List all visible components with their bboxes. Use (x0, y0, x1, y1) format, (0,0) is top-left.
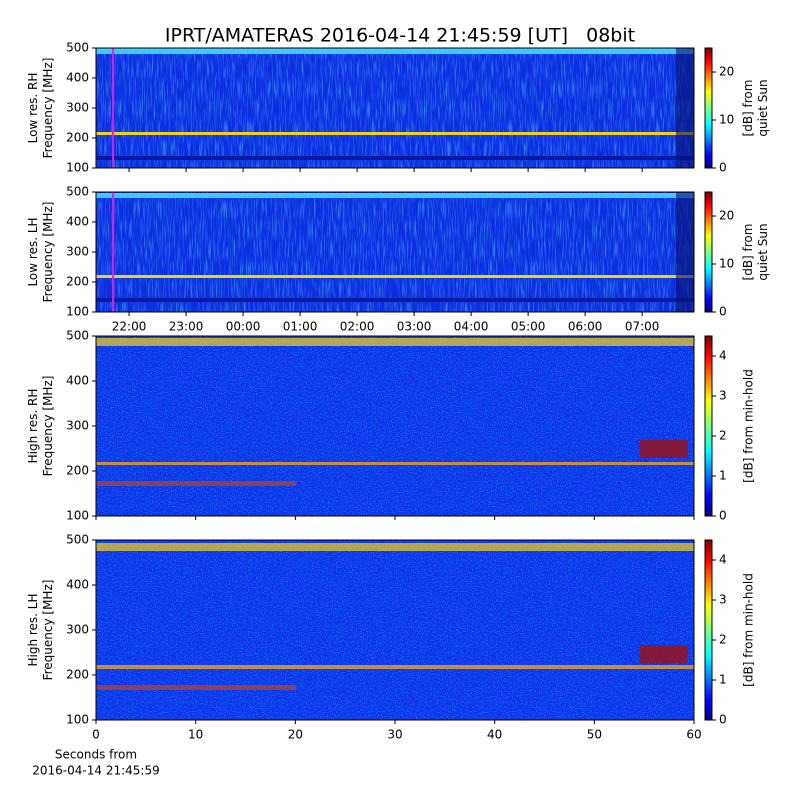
x-tick-label: 22:00 (112, 320, 147, 334)
y-tick-label: 300 (66, 245, 89, 259)
y-tick-label: 100 (66, 161, 89, 175)
colorbar-tick-label: 4 (719, 553, 727, 567)
colorbar-tick-label: 20 (719, 209, 734, 223)
colorbar-label: [dB] from min-hold (742, 573, 756, 687)
y-axis-label: High res. RH (26, 389, 40, 464)
colorbar-tick-label: 4 (719, 349, 727, 363)
colorbar-tick-label: 3 (719, 389, 727, 403)
colorbar-tick-label: 1 (719, 673, 727, 687)
y-tick-label: 200 (66, 464, 89, 478)
colorbar (705, 336, 712, 516)
colorbar-tick-label: 20 (719, 65, 734, 79)
colorbar-tick-label: 3 (719, 593, 727, 607)
y-axis-label: High res. LH (26, 593, 40, 666)
x-axis-label: 2016-04-14 21:45:59 (32, 764, 159, 778)
x-tick-label: 06:00 (568, 320, 603, 334)
figure-title: IPRT/AMATERAS 2016-04-14 21:45:59 [UT] 0… (165, 25, 635, 47)
y-axis-label: Frequency [MHz] (41, 580, 55, 681)
x-tick-label: 23:00 (169, 320, 204, 334)
colorbar (705, 48, 712, 168)
colorbar-label: [dB] from min-hold (742, 369, 756, 483)
x-tick-label: 30 (387, 728, 402, 742)
colorbar-tick-label: 10 (719, 113, 734, 127)
y-tick-label: 500 (66, 329, 89, 343)
x-tick-label: 10 (188, 728, 203, 742)
x-tick-label: 01:00 (283, 320, 318, 334)
colorbar-label: [dB] from (741, 224, 755, 281)
colorbar-tick-label: 0 (719, 509, 727, 523)
colorbar-label: quiet Sun (756, 79, 770, 136)
colorbar-tick-label: 2 (719, 429, 727, 443)
colorbar-tick-label: 0 (719, 305, 727, 319)
colorbar-tick-label: 1 (719, 469, 727, 483)
y-tick-label: 200 (66, 275, 89, 289)
y-tick-label: 100 (66, 305, 89, 319)
y-tick-label: 200 (66, 668, 89, 682)
y-tick-label: 500 (66, 185, 89, 199)
x-tick-label: 07:00 (625, 320, 660, 334)
spectrogram-texture (96, 48, 694, 720)
colorbar-label: quiet Sun (756, 223, 770, 280)
y-tick-label: 100 (66, 509, 89, 523)
y-tick-label: 400 (66, 215, 89, 229)
x-tick-label: 60 (686, 728, 701, 742)
y-tick-label: 100 (66, 713, 89, 727)
y-tick-label: 300 (66, 101, 89, 115)
colorbar-tick-label: 0 (719, 161, 727, 175)
colorbar-frame (704, 47, 713, 169)
x-tick-label: 50 (587, 728, 602, 742)
colorbar (705, 192, 712, 312)
colorbar-tick-label: 0 (719, 713, 727, 727)
colorbar-label: [dB] from (741, 80, 755, 137)
y-axis-label: Low res. RH (26, 73, 40, 144)
y-axis-label: Low res. LH (26, 217, 40, 286)
colorbar-tick-label: 10 (719, 257, 734, 271)
x-tick-label: 0 (92, 728, 100, 742)
y-axis-label: Frequency [MHz] (41, 58, 55, 159)
y-tick-label: 500 (66, 533, 89, 547)
x-tick-label: 04:00 (454, 320, 489, 334)
x-tick-label: 05:00 (511, 320, 546, 334)
colorbar-frame (704, 335, 713, 517)
y-tick-label: 400 (66, 578, 89, 592)
y-tick-label: 400 (66, 71, 89, 85)
x-tick-label: 03:00 (397, 320, 432, 334)
x-tick-label: 20 (288, 728, 303, 742)
y-tick-label: 200 (66, 131, 89, 145)
colorbar-frame (704, 539, 713, 721)
y-axis-label: Frequency [MHz] (41, 376, 55, 477)
y-tick-label: 400 (66, 374, 89, 388)
x-tick-label: 02:00 (340, 320, 375, 334)
x-axis-label: Seconds from (55, 748, 137, 762)
y-tick-label: 300 (66, 623, 89, 637)
colorbar-frame (704, 191, 713, 313)
colorbar-tick-label: 2 (719, 633, 727, 647)
y-axis-label: Frequency [MHz] (41, 202, 55, 303)
colorbar (705, 540, 712, 720)
x-tick-label: 40 (487, 728, 502, 742)
y-tick-label: 300 (66, 419, 89, 433)
x-tick-label: 00:00 (226, 320, 261, 334)
y-tick-label: 500 (66, 41, 89, 55)
